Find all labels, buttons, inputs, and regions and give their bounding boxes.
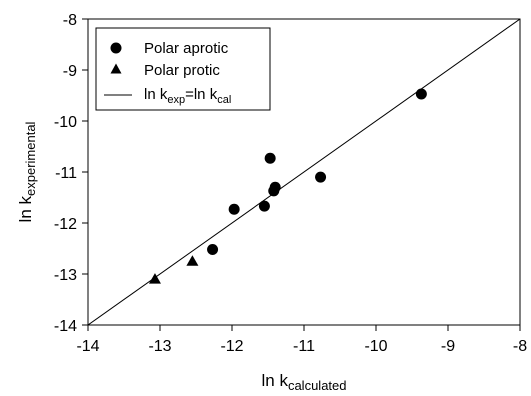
legend-box bbox=[95, 27, 271, 111]
x-tick-label: -10 bbox=[364, 338, 387, 355]
legend-circle-icon bbox=[110, 42, 122, 54]
legend-label-reference-line: ln kexp=ln kcal bbox=[144, 86, 231, 106]
y-axis: -14 -13 -12 -11 -10 -9 -8 bbox=[54, 12, 88, 335]
legend-label-polar-protic: Polar protic bbox=[144, 62, 220, 79]
y-tick-label: -13 bbox=[54, 267, 77, 284]
legend-ref-part-4: cal bbox=[217, 94, 231, 106]
y-tick-label: -14 bbox=[54, 318, 77, 335]
data-point-polar-aprotic bbox=[264, 152, 276, 164]
x-tick-label: -9 bbox=[441, 338, 455, 355]
data-point-polar-protic bbox=[186, 255, 199, 266]
x-tick-label: -12 bbox=[220, 338, 243, 355]
y-axis-label-sub: experimental bbox=[23, 121, 38, 196]
y-tick-label: -12 bbox=[54, 216, 77, 233]
data-point-polar-aprotic bbox=[228, 203, 240, 215]
y-axis-label-main: ln k bbox=[16, 195, 35, 222]
x-axis-label-sub: calculated bbox=[288, 378, 347, 393]
legend-ref-part-3: =ln k bbox=[185, 86, 218, 103]
y-tick-label: -11 bbox=[55, 165, 77, 182]
data-point-polar-aprotic bbox=[415, 88, 427, 100]
legend-triangle-icon bbox=[110, 63, 122, 74]
legend-ref-part-1: ln k bbox=[144, 86, 168, 103]
y-tick-label: -8 bbox=[63, 12, 77, 29]
data-point-polar-aprotic bbox=[207, 244, 219, 256]
data-point-polar-aprotic bbox=[258, 200, 270, 212]
plot-content bbox=[88, 19, 520, 325]
x-tick-label: -8 bbox=[513, 338, 527, 355]
legend: Polar aprotic Polar protic ln kexp=ln kc… bbox=[95, 27, 271, 111]
legend-label-polar-aprotic: Polar aprotic bbox=[144, 40, 229, 57]
data-point-polar-aprotic bbox=[269, 181, 281, 193]
x-axis-label: ln kcalculated bbox=[261, 371, 346, 393]
reference-line bbox=[88, 19, 520, 325]
x-axis: -14 -13 -12 -11 -10 -9 -8 bbox=[76, 325, 527, 355]
y-tick-label: -9 bbox=[63, 63, 77, 80]
y-tick-label: -10 bbox=[54, 114, 77, 131]
legend-ref-part-2: exp bbox=[167, 94, 185, 106]
data-point-polar-aprotic bbox=[315, 171, 327, 183]
data-point-polar-protic bbox=[148, 273, 161, 284]
x-tick-label: -13 bbox=[148, 338, 171, 355]
x-axis-label-main: ln k bbox=[261, 371, 288, 390]
y-axis-label: ln kexperimental bbox=[16, 121, 38, 222]
x-tick-label: -14 bbox=[76, 338, 99, 355]
x-tick-label: -11 bbox=[293, 338, 315, 355]
